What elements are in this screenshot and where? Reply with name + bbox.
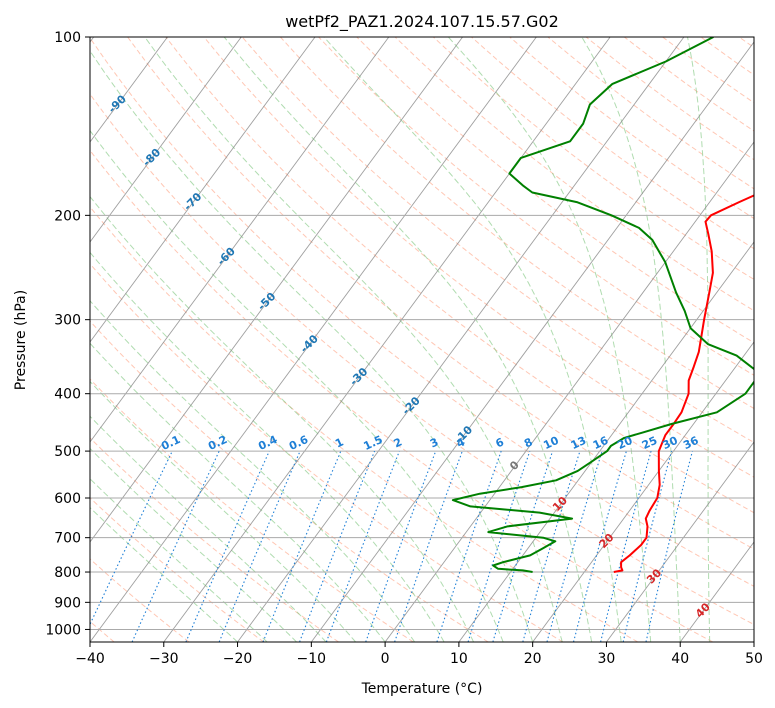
y-axis-label: Pressure (hPa) xyxy=(13,290,29,390)
isotherm-line xyxy=(90,37,316,343)
dry-adiabat-line xyxy=(90,558,190,642)
isotherm-line xyxy=(237,37,685,642)
sounding-series xyxy=(451,37,754,573)
dry-adiabat-line xyxy=(90,206,639,642)
mixing-ratio-line xyxy=(572,450,627,642)
x-tick-label: 40 xyxy=(671,651,689,667)
pressure-gridlines xyxy=(90,37,754,630)
dry-adiabat-line xyxy=(90,93,754,626)
mixing-ratio-label: 30 xyxy=(660,434,680,452)
moist-adiabat-line xyxy=(90,50,534,642)
isotherm-line xyxy=(90,37,537,642)
x-tick-label: −40 xyxy=(75,651,105,667)
y-tick-label: 400 xyxy=(54,387,81,403)
mixing-ratio-label: 25 xyxy=(640,434,659,452)
dry-adiabat-line xyxy=(90,37,754,587)
mixing-ratio-lines xyxy=(90,450,693,642)
mixing-ratio-line xyxy=(365,450,437,642)
dry-adiabat-line xyxy=(127,37,754,550)
mixing-ratio-line xyxy=(218,450,301,642)
temperature-profile-line xyxy=(613,194,754,573)
dry-adiabat-line xyxy=(90,263,564,642)
dewpoint-profile-line xyxy=(451,37,754,573)
x-tick-label: −20 xyxy=(223,651,253,667)
plot-frame xyxy=(89,36,755,643)
isotherm-line xyxy=(384,141,754,642)
mixing-ratio-label: 16 xyxy=(591,434,611,452)
mixing-ratio-line xyxy=(185,450,270,642)
moist-adiabat-line xyxy=(581,37,681,642)
mixing-ratio-line xyxy=(546,450,603,642)
y-tick-label: 700 xyxy=(54,531,81,547)
x-tick-label: −30 xyxy=(149,651,179,667)
mixing-ratio-line xyxy=(645,450,693,642)
x-axis-label: Temperature (°C) xyxy=(361,681,483,697)
moist-adiabat-line xyxy=(90,447,297,642)
isotherm-line xyxy=(163,37,611,642)
mixing-ratio-label: 36 xyxy=(681,434,701,452)
moist-adiabat-line xyxy=(323,37,622,642)
moist-adiabat-line xyxy=(90,415,327,642)
moist-adiabat-line xyxy=(447,37,652,642)
mixing-ratio-line xyxy=(467,450,531,642)
x-axis: −40 −30 −20 −10 0 10 20 30 40 50 xyxy=(75,642,763,667)
moist-adiabat-line xyxy=(687,37,711,642)
mixing-ratio-line xyxy=(492,450,554,642)
mixing-ratio-line xyxy=(325,450,400,642)
y-tick-label: 100 xyxy=(54,30,81,46)
y-tick-label: 900 xyxy=(54,595,81,611)
mixing-ratio-line xyxy=(522,450,581,642)
isotherm-line xyxy=(90,37,463,543)
x-tick-label: 20 xyxy=(524,651,542,667)
chart-title: wetPf2_PAZ1.2024.107.15.57.G02 xyxy=(285,12,559,32)
dry-adiabat-line xyxy=(318,37,754,376)
dry-adiabat-line xyxy=(280,37,754,410)
mixing-ratio-label: 13 xyxy=(569,434,588,452)
mixing-ratio-line xyxy=(394,450,463,642)
x-tick-label: −10 xyxy=(297,651,327,667)
dry-adiabat-line xyxy=(203,37,754,478)
moist-adiabat-line xyxy=(144,37,563,642)
isotherm-line xyxy=(90,37,168,143)
isotherm-line xyxy=(90,37,242,243)
isotherm-line xyxy=(90,37,390,443)
y-tick-label: 300 xyxy=(54,313,81,329)
mixing-ratio-label: 10 xyxy=(541,434,561,452)
mixing-ratio-line xyxy=(262,450,342,642)
x-tick-label: 30 xyxy=(598,651,616,667)
dry-adiabat-line xyxy=(90,149,713,642)
x-tick-label: 50 xyxy=(745,651,763,667)
y-axis: 100 200 300 400 500 600 700 800 900 1000 xyxy=(45,30,90,638)
x-tick-label: 0 xyxy=(381,651,390,667)
moist-adiabat-line xyxy=(90,129,504,642)
moist-adiabat-line xyxy=(90,478,268,642)
moist-adiabat-line xyxy=(90,380,356,642)
isotherm-line xyxy=(310,41,754,642)
moist-adiabat-line xyxy=(90,342,386,642)
x-tick-label: 10 xyxy=(450,651,468,667)
moist-adiabat-line xyxy=(90,195,475,642)
isotherms xyxy=(90,37,754,642)
isotherm-line xyxy=(458,241,754,642)
mixing-ratio-line xyxy=(299,450,376,642)
isotherm-line xyxy=(532,341,754,642)
y-tick-label: 800 xyxy=(54,565,81,581)
mixing-ratio-label: 20 xyxy=(615,434,635,452)
mixing-ratio-line xyxy=(436,450,502,642)
y-tick-label: 1000 xyxy=(45,622,81,638)
y-tick-label: 600 xyxy=(54,491,81,507)
isotherm-line xyxy=(606,441,754,642)
y-tick-label: 500 xyxy=(54,444,81,460)
mixing-ratio-line xyxy=(622,450,673,642)
y-tick-label: 200 xyxy=(54,208,81,224)
moist-adiabat-line xyxy=(90,251,445,642)
